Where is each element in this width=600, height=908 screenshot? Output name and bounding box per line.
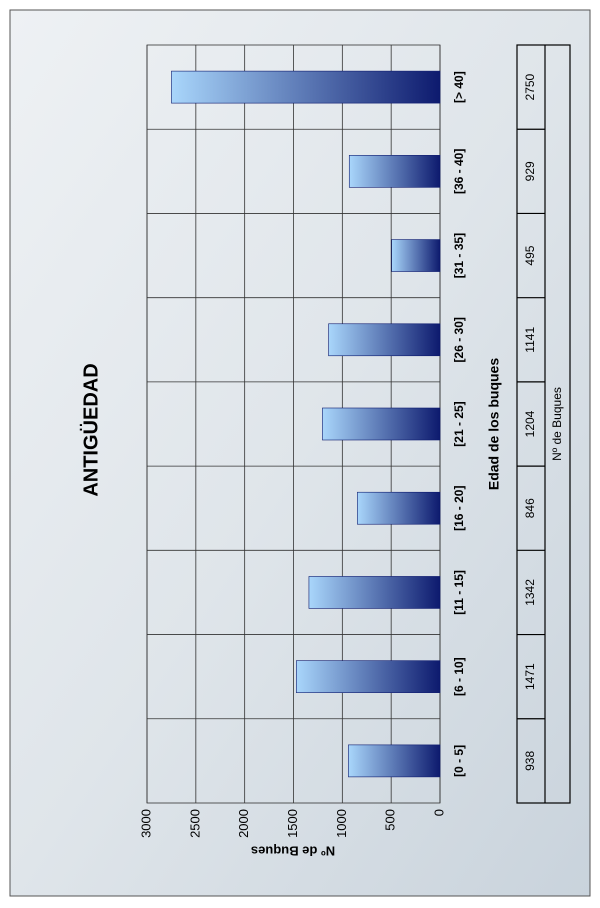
x-tick-label: [0 - 5] — [452, 745, 466, 777]
table-cell: 495 — [523, 245, 537, 265]
table-cell: 1141 — [523, 327, 537, 353]
bar — [171, 71, 440, 103]
x-axis-title: Edad de los buques — [486, 358, 502, 490]
table-row-label: Nº de Buques — [550, 387, 564, 461]
table-cell: 1204 — [523, 410, 537, 437]
y-tick-label: 500 — [383, 809, 398, 831]
y-tick-label: 3000 — [138, 809, 153, 838]
table-cell: 2750 — [523, 73, 537, 100]
bar — [348, 745, 440, 777]
y-tick-label: 1500 — [285, 809, 300, 838]
x-tick-label: [> 40] — [452, 71, 466, 103]
bar — [309, 576, 440, 608]
y-axis-title: Nº de Buques — [251, 844, 335, 859]
bar — [349, 155, 440, 187]
bar — [296, 661, 440, 693]
y-tick-label: 0 — [431, 809, 446, 816]
bar — [329, 324, 440, 356]
table-cell: 929 — [523, 161, 537, 181]
x-tick-label: [36 - 40] — [452, 149, 466, 194]
y-tick-label: 2500 — [187, 809, 202, 838]
bar — [357, 492, 440, 524]
table-cell: 1342 — [523, 579, 537, 606]
x-tick-label: [31 - 35] — [452, 233, 466, 278]
page: ANTIGÜEDAD Edad de los buques Nº de Buqu… — [0, 0, 600, 908]
table-cell: 938 — [523, 751, 537, 771]
y-tick-label: 2000 — [236, 809, 251, 838]
bar — [322, 408, 440, 440]
x-tick-label: [16 - 20] — [452, 486, 466, 531]
y-tick-label: 1000 — [334, 809, 349, 838]
x-tick-label: [11 - 15] — [452, 570, 466, 615]
bar — [392, 240, 440, 272]
x-tick-label: [6 - 10] — [452, 657, 466, 696]
chart-title: ANTIGÜEDAD — [79, 363, 102, 496]
x-tick-label: [21 - 25] — [452, 401, 466, 446]
table-cell: 1471 — [523, 663, 537, 690]
chart: ANTIGÜEDAD Edad de los buques Nº de Buqu… — [0, 0, 600, 908]
x-tick-label: [26 - 30] — [452, 317, 466, 362]
table-cell: 846 — [523, 498, 537, 518]
